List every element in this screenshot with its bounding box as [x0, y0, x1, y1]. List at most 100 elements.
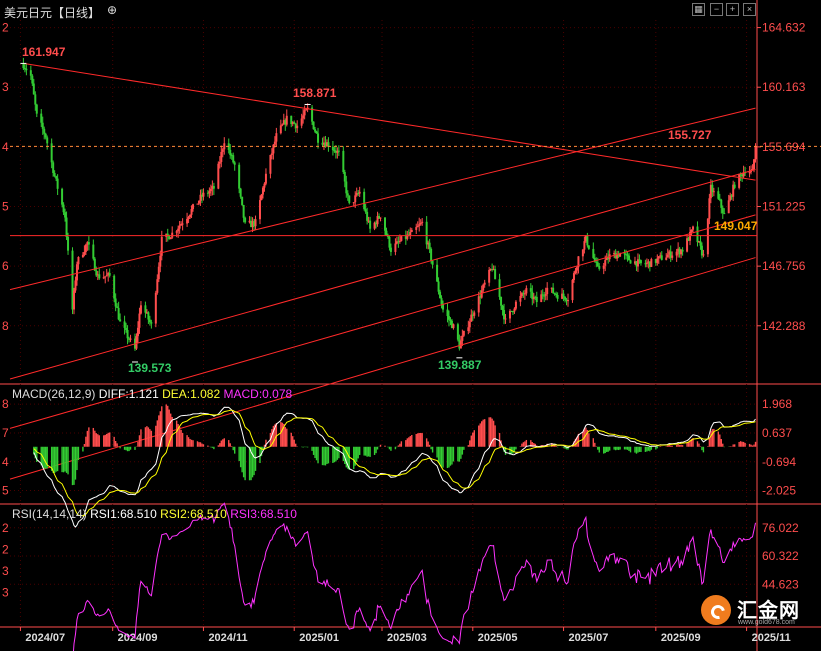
candle — [378, 216, 381, 219]
grid-icon[interactable]: ▦ — [692, 3, 705, 16]
candle — [711, 184, 714, 192]
candle — [427, 242, 430, 245]
candle — [550, 287, 553, 289]
candle — [730, 195, 733, 197]
candle — [501, 305, 504, 310]
candle — [477, 296, 480, 313]
candle — [84, 244, 87, 252]
candle — [657, 256, 660, 259]
candle — [436, 264, 439, 282]
candle — [461, 335, 464, 341]
candle — [513, 308, 516, 312]
candle — [31, 75, 34, 84]
candle — [334, 150, 337, 153]
candle — [336, 150, 339, 153]
candle — [186, 218, 189, 224]
candle — [281, 124, 284, 126]
price-tick-label: 164.632 — [762, 21, 806, 35]
candle — [553, 293, 556, 295]
candle — [689, 231, 692, 241]
candle — [666, 254, 669, 258]
candle — [311, 107, 314, 122]
candle — [251, 221, 254, 228]
left-rsi-label: 3 — [2, 586, 9, 600]
candle — [386, 235, 389, 237]
candle — [136, 327, 139, 337]
candle — [644, 263, 647, 265]
candle — [254, 219, 257, 227]
minus-box-icon[interactable]: − — [710, 3, 723, 16]
price-tick-label: 142.288 — [762, 319, 806, 333]
candle — [354, 195, 357, 203]
candle — [586, 235, 589, 246]
candle — [628, 255, 631, 261]
candle — [626, 254, 629, 256]
candle — [523, 293, 526, 295]
candle — [439, 291, 442, 299]
candle — [571, 279, 574, 301]
left-price-label: 3 — [2, 80, 9, 94]
candle — [700, 245, 703, 256]
close-box-icon[interactable]: × — [743, 3, 756, 16]
candle — [483, 282, 486, 285]
candle — [425, 221, 428, 245]
candle — [363, 191, 366, 210]
candle — [645, 262, 648, 264]
candle — [721, 207, 724, 214]
candle — [223, 143, 226, 150]
candle — [468, 321, 471, 328]
candle — [302, 115, 305, 119]
candle — [748, 172, 751, 174]
candle — [104, 276, 107, 278]
candle — [126, 329, 129, 339]
candle — [357, 193, 360, 195]
candle — [148, 319, 151, 323]
candle — [261, 187, 264, 195]
candle — [220, 151, 223, 162]
candle — [376, 216, 379, 225]
candle — [312, 121, 315, 130]
candle — [315, 131, 318, 134]
candle — [467, 327, 470, 331]
candle — [543, 295, 546, 297]
gold678-logo[interactable]: 汇金网 www.gold678.com — [697, 591, 807, 631]
candle — [92, 244, 95, 259]
candle — [687, 238, 690, 241]
candle — [520, 293, 523, 297]
candle — [504, 318, 507, 320]
candle — [282, 120, 285, 125]
candle — [406, 234, 409, 239]
candle — [388, 236, 391, 248]
candle — [503, 309, 506, 320]
candle — [668, 251, 671, 255]
candle — [154, 292, 157, 324]
chart-title: 美元日元【日线】 — [4, 6, 101, 20]
candle — [189, 214, 192, 218]
candle — [647, 261, 650, 263]
candle — [113, 275, 116, 299]
plus-box-icon[interactable]: + — [726, 3, 739, 16]
candle — [157, 266, 160, 280]
rsi-legend: RSI(14,14,14) RSI1:68.510 RSI2:68.510 RS… — [12, 507, 297, 521]
candle — [305, 109, 308, 111]
candle — [321, 142, 324, 145]
left-price-label: 6 — [2, 259, 9, 273]
candle — [623, 253, 626, 255]
candle — [279, 125, 282, 134]
candle — [494, 269, 497, 280]
candle — [607, 256, 610, 260]
candle — [605, 256, 608, 261]
candle — [389, 247, 392, 252]
candle — [206, 192, 209, 194]
candle — [577, 256, 580, 268]
candle — [23, 68, 26, 70]
candle — [44, 133, 47, 138]
candle — [717, 191, 720, 199]
candle — [285, 115, 288, 125]
candle — [22, 64, 25, 69]
candle — [508, 310, 511, 319]
candle — [489, 269, 492, 271]
candle — [681, 249, 684, 252]
circle-plus-icon[interactable]: ⊕ — [107, 3, 118, 17]
